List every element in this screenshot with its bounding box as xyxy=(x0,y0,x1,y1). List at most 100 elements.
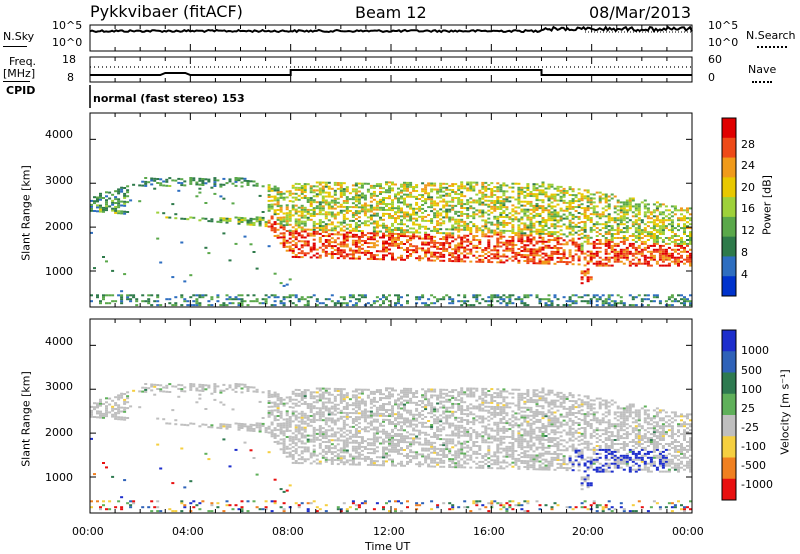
power-cell xyxy=(315,300,319,303)
velocity-cell xyxy=(234,422,238,425)
velocity-cell xyxy=(270,510,274,513)
power-cell xyxy=(436,251,440,254)
velocity-cell xyxy=(225,504,229,507)
power-cell xyxy=(493,190,497,193)
velocity-cell xyxy=(493,461,497,464)
velocity-cell xyxy=(342,396,346,399)
velocity-cell xyxy=(366,396,370,399)
power-cell xyxy=(231,298,235,301)
freq-left-tick-bottom: 8 xyxy=(67,71,74,84)
velocity-cell xyxy=(421,406,425,408)
velocity-cell xyxy=(150,389,154,392)
power-cell xyxy=(403,223,406,226)
velocity-cell xyxy=(469,438,473,441)
power-cell xyxy=(219,219,223,222)
power-cell xyxy=(445,212,449,215)
velocity-cell xyxy=(430,406,434,409)
power-cell xyxy=(529,234,533,237)
velocity-cell xyxy=(234,386,238,389)
power-cell xyxy=(294,254,298,256)
power-cell xyxy=(439,228,443,231)
velocity-cell xyxy=(406,411,409,414)
power-cell xyxy=(198,302,202,305)
velocity-cell xyxy=(445,400,449,403)
velocity-cell xyxy=(321,387,325,390)
power-cell xyxy=(288,278,292,281)
velocity-cell xyxy=(406,431,409,434)
power-cell xyxy=(228,217,232,220)
velocity-cell xyxy=(412,415,416,418)
velocity-cell xyxy=(201,500,205,503)
power-cell xyxy=(288,194,292,197)
power-cell xyxy=(120,200,124,203)
power-cell xyxy=(505,200,509,203)
velocity-cell xyxy=(318,438,322,441)
velocity-cell xyxy=(333,423,337,426)
power-cell xyxy=(418,215,422,218)
velocity-cell xyxy=(306,508,310,511)
velocity-cell xyxy=(297,426,301,429)
power-cell xyxy=(487,255,491,258)
power-cell xyxy=(490,194,494,196)
velocity-cell xyxy=(508,445,512,448)
velocity-cell xyxy=(309,411,313,413)
power-cell xyxy=(342,296,346,299)
velocity-cell xyxy=(111,405,115,408)
power-cell xyxy=(243,219,247,222)
velocity-cell xyxy=(457,405,461,407)
velocity-cell xyxy=(415,463,419,466)
power-cell xyxy=(201,182,205,184)
power-cell xyxy=(165,184,169,187)
velocity-cell xyxy=(412,393,416,396)
velocity-cell xyxy=(523,438,527,441)
power-cell xyxy=(324,183,328,186)
velocity-cell xyxy=(267,425,271,428)
power-cell xyxy=(105,195,108,198)
velocity-cell xyxy=(153,385,157,388)
velocity-cell xyxy=(276,428,280,431)
power-cell xyxy=(397,197,400,200)
power-cell xyxy=(415,251,419,254)
power-cell xyxy=(466,201,470,204)
velocity-cell xyxy=(442,465,446,468)
power-cell xyxy=(493,247,497,250)
power-cell xyxy=(442,253,446,256)
power-cell xyxy=(288,249,292,252)
velocity-cell xyxy=(451,504,455,507)
velocity-cell xyxy=(306,446,310,449)
velocity-cell xyxy=(388,432,391,435)
power-cell xyxy=(466,238,470,241)
velocity-cell xyxy=(430,447,434,450)
velocity-cell xyxy=(333,387,337,390)
power-cell xyxy=(105,191,108,194)
power-cell xyxy=(339,241,343,244)
velocity-cell xyxy=(496,406,500,408)
power-cell xyxy=(294,222,298,225)
power-cell xyxy=(523,186,527,189)
velocity-cell xyxy=(186,424,190,427)
velocity-cell xyxy=(240,387,244,390)
velocity-cell xyxy=(237,422,241,425)
power-cell xyxy=(201,294,205,297)
power-cell xyxy=(333,199,337,202)
velocity-cell xyxy=(345,392,349,395)
velocity-cell xyxy=(394,448,397,451)
velocity-cell xyxy=(324,419,328,422)
velocity-cell xyxy=(499,443,503,446)
velocity-cell xyxy=(171,409,175,412)
power-cell xyxy=(333,201,337,204)
velocity-cell xyxy=(228,386,232,389)
power-cell xyxy=(454,193,458,195)
power-cell xyxy=(318,256,322,259)
velocity-cell xyxy=(391,436,394,439)
power-cell xyxy=(421,257,425,260)
velocity-cell xyxy=(454,418,458,421)
power-cell xyxy=(177,189,181,192)
power-cell xyxy=(532,230,536,233)
power-cell xyxy=(234,298,238,301)
power-cell xyxy=(514,232,518,235)
velocity-cell xyxy=(451,430,455,433)
velocity-cell xyxy=(385,502,388,505)
power-cell xyxy=(448,236,452,239)
velocity-cell xyxy=(264,506,268,509)
